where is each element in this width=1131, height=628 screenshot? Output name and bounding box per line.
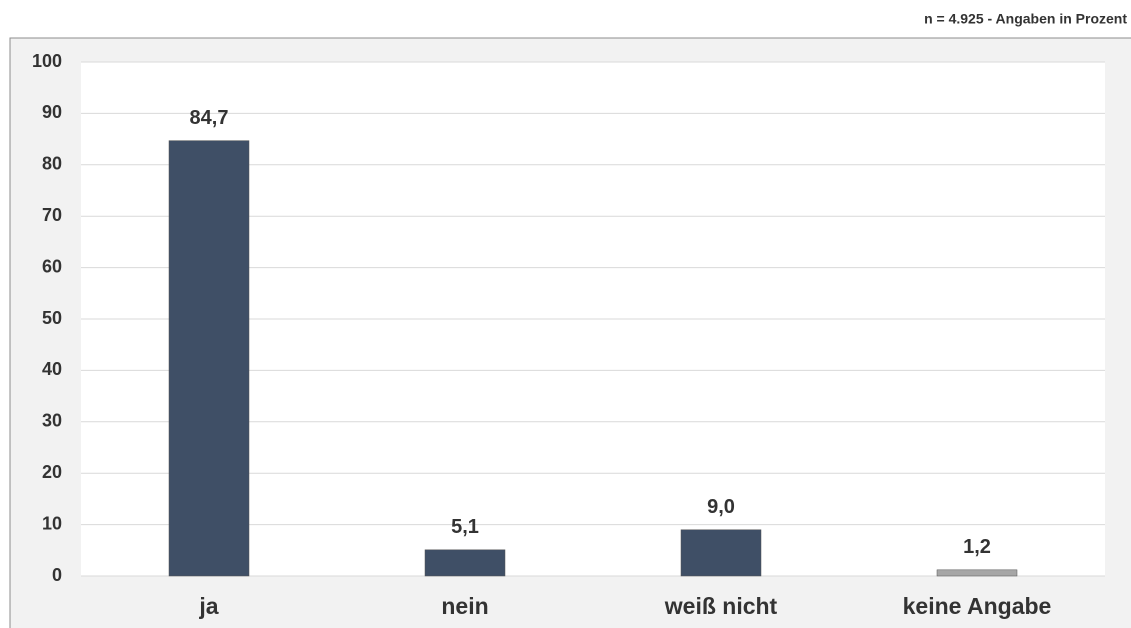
chart-subtitle: n = 4.925 - Angaben in Prozent bbox=[924, 11, 1127, 27]
y-tick-label: 70 bbox=[42, 205, 62, 225]
x-tick-label: keine Angabe bbox=[903, 593, 1052, 619]
bar bbox=[936, 569, 1018, 577]
y-tick-label: 30 bbox=[42, 411, 62, 431]
bar bbox=[424, 549, 506, 577]
value-label: 5,1 bbox=[451, 516, 479, 538]
y-tick-label: 100 bbox=[32, 51, 62, 71]
value-label: 9,0 bbox=[707, 496, 735, 518]
y-tick-label: 10 bbox=[42, 513, 62, 533]
value-label: 84,7 bbox=[190, 107, 229, 129]
y-tick-label: 90 bbox=[42, 102, 62, 122]
y-tick-label: 50 bbox=[42, 308, 62, 328]
x-tick-label: ja bbox=[198, 593, 218, 619]
bar bbox=[680, 529, 762, 577]
value-label: 1,2 bbox=[963, 536, 991, 558]
y-tick-label: 80 bbox=[42, 154, 62, 174]
x-tick-label: nein bbox=[441, 593, 488, 619]
x-tick-label: weiß nicht bbox=[664, 593, 778, 619]
bar bbox=[168, 140, 250, 577]
y-tick-label: 20 bbox=[42, 462, 62, 482]
y-tick-label: 60 bbox=[42, 256, 62, 276]
y-tick-label: 0 bbox=[52, 565, 62, 585]
y-tick-label: 40 bbox=[42, 359, 62, 379]
